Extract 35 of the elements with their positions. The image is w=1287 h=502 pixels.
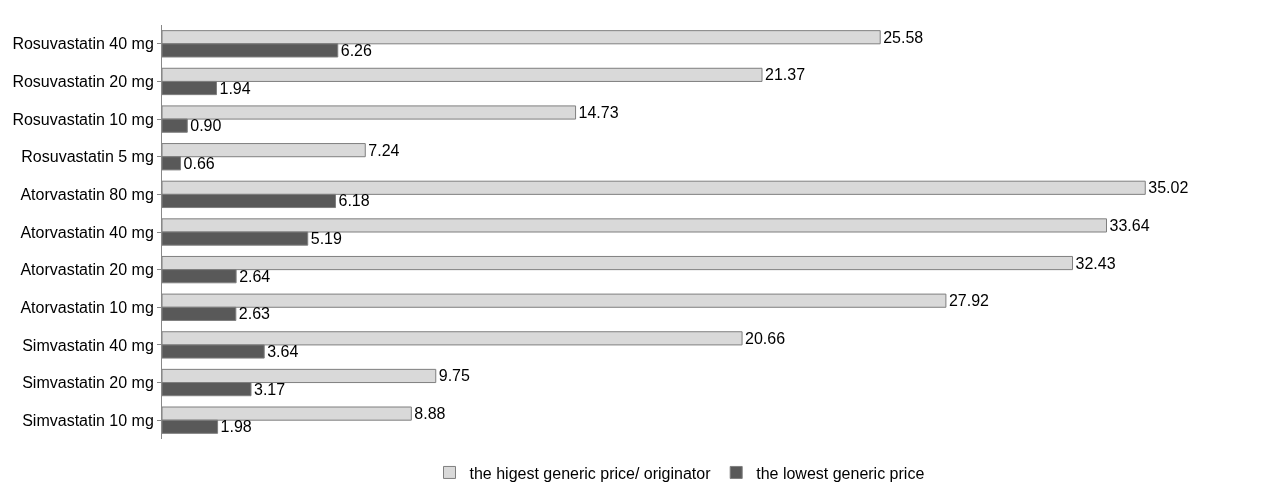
data-label: 0.66 (183, 154, 215, 172)
y-tick-label: Simvastatin 40 mg (22, 336, 154, 354)
y-tick-label: Rosuvastatin 10 mg (12, 110, 154, 128)
data-label: 27.92 (948, 292, 990, 310)
data-label: 7.24 (368, 141, 400, 159)
data-label: 20.66 (745, 329, 786, 347)
y-tick-label: Atorvastatin 80 mg (20, 185, 154, 203)
y-tick-label: Atorvastatin 20 mg (20, 261, 154, 279)
data-label: 33.64 (1109, 216, 1150, 234)
y-tick-label: Simvastatin 20 mg (22, 374, 154, 392)
y-tick-label: Simvastatin 10 mg (22, 411, 154, 429)
data-label: 21.37 (765, 66, 806, 84)
y-tick-label: Atorvastatin 10 mg (20, 298, 154, 316)
data-label: 0.90 (190, 117, 222, 135)
y-tick-label: Rosuvastatin 40 mg (12, 35, 154, 53)
y-tick-label: Atorvastatin 40 mg (20, 223, 154, 241)
data-label: 8.88 (414, 405, 446, 423)
data-label: 9.75 (438, 367, 470, 385)
data-label: 2.63 (238, 305, 271, 323)
data-label: 6.18 (338, 192, 370, 210)
data-label: 3.64 (267, 342, 299, 360)
data-label: 32.43 (1075, 254, 1116, 272)
data-label: 5.19 (310, 230, 342, 248)
data-label: 25.58 (883, 28, 924, 46)
legend-label: the lowest generic price (756, 464, 925, 482)
data-label: 3.17 (254, 380, 286, 398)
legend-label: the higest generic price/ originator (469, 464, 712, 482)
data-label: 1.94 (219, 79, 251, 97)
data-label: 35.02 (1148, 179, 1189, 197)
y-tick-label: Rosuvastatin 5 mg (21, 148, 154, 166)
data-label: 6.26 (340, 41, 372, 59)
data-label: 2.64 (239, 267, 271, 285)
data-label: 1.98 (220, 418, 252, 436)
y-tick-label: Rosuvastatin 20 mg (12, 73, 154, 91)
data-label: 14.73 (578, 104, 619, 121)
